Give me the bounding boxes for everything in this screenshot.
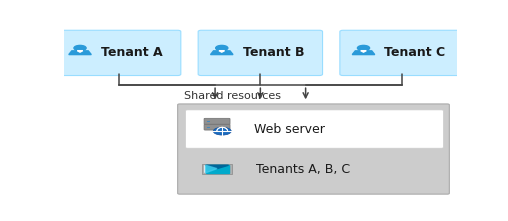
Polygon shape <box>206 165 229 173</box>
FancyBboxPatch shape <box>204 118 230 124</box>
Polygon shape <box>361 51 366 52</box>
Circle shape <box>216 45 228 51</box>
FancyBboxPatch shape <box>340 30 464 76</box>
Polygon shape <box>77 51 83 52</box>
FancyBboxPatch shape <box>198 30 323 76</box>
Circle shape <box>358 45 369 51</box>
Text: Tenant C: Tenant C <box>385 46 446 59</box>
FancyBboxPatch shape <box>56 30 181 76</box>
Polygon shape <box>206 165 217 173</box>
Circle shape <box>74 45 86 51</box>
Polygon shape <box>352 51 375 55</box>
FancyBboxPatch shape <box>202 164 232 174</box>
FancyBboxPatch shape <box>204 165 230 173</box>
Circle shape <box>213 127 231 135</box>
FancyBboxPatch shape <box>178 104 449 194</box>
Polygon shape <box>206 165 229 169</box>
Polygon shape <box>69 51 91 55</box>
Text: Web server: Web server <box>255 123 325 135</box>
Text: Shared resources: Shared resources <box>183 91 280 101</box>
Text: Tenants A, B, C: Tenants A, B, C <box>256 162 350 175</box>
FancyBboxPatch shape <box>204 124 230 130</box>
Polygon shape <box>219 51 225 52</box>
Bar <box>207 127 210 128</box>
Bar <box>207 121 210 122</box>
FancyBboxPatch shape <box>185 110 443 148</box>
Text: Tenant A: Tenant A <box>101 46 163 59</box>
Text: Tenant B: Tenant B <box>243 46 304 59</box>
Polygon shape <box>210 51 233 55</box>
